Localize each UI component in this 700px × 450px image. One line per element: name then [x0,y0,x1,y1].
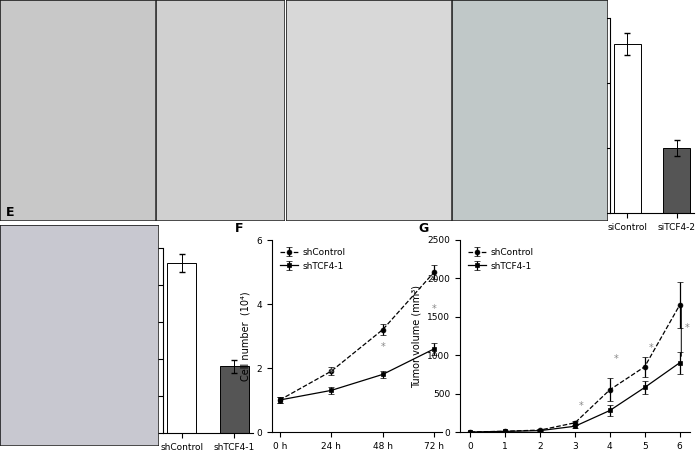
Bar [167,263,196,433]
Bar [663,148,690,213]
Text: *: * [329,368,334,378]
Text: G: G [419,222,429,235]
Text: *: * [685,323,690,333]
Text: *: * [614,354,619,364]
Text: E: E [6,206,15,219]
Text: *: * [649,342,654,352]
Y-axis label: Colony formation ability: Colony formation ability [126,282,136,399]
Bar [220,366,249,433]
Y-axis label: Ki67-positive cells: Ki67-positive cells [573,71,583,160]
Y-axis label: Cell number  (10⁴): Cell number (10⁴) [241,291,251,381]
Y-axis label: Tumor volume (mm³): Tumor volume (mm³) [412,284,421,387]
Legend: shControl, shTCF4-1: shControl, shTCF4-1 [276,244,349,274]
Text: *: * [432,304,437,314]
Bar [614,44,641,213]
Legend: shControl, shTCF4-1: shControl, shTCF4-1 [465,244,538,274]
Text: *: * [579,401,584,411]
Text: F: F [234,222,243,235]
Text: *: * [380,342,385,352]
